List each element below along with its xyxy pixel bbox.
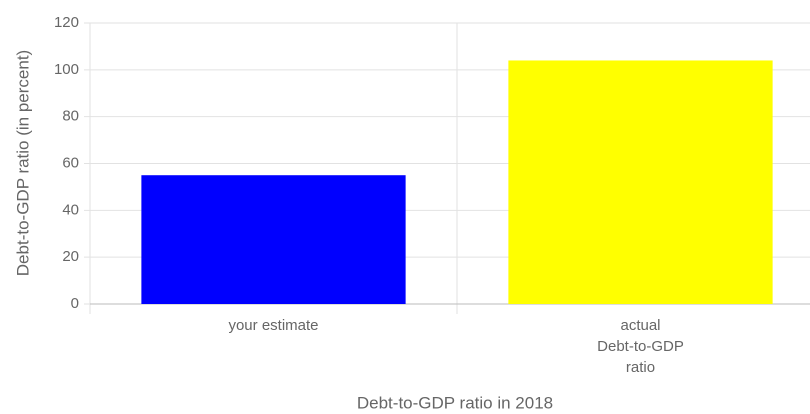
x-tick-label: Debt-to-GDP xyxy=(597,338,684,355)
y-tick-label: 100 xyxy=(54,61,79,78)
x-tick-label: actual xyxy=(620,317,660,334)
x-tick-label: your estimate xyxy=(228,317,318,334)
y-axis-title: Debt-to-GDP ratio (in percent) xyxy=(13,50,32,276)
y-tick-label: 0 xyxy=(71,295,79,312)
y-tick-label: 60 xyxy=(62,154,79,171)
y-tick-label: 120 xyxy=(54,14,79,31)
y-tick-label: 20 xyxy=(62,248,79,265)
y-tick-label: 80 xyxy=(62,108,79,125)
x-tick-label: ratio xyxy=(626,359,655,376)
y-tick-label: 40 xyxy=(62,201,79,218)
bar xyxy=(141,175,406,304)
x-axis-title: Debt-to-GDP ratio in 2018 xyxy=(357,393,553,412)
bar xyxy=(508,60,773,304)
